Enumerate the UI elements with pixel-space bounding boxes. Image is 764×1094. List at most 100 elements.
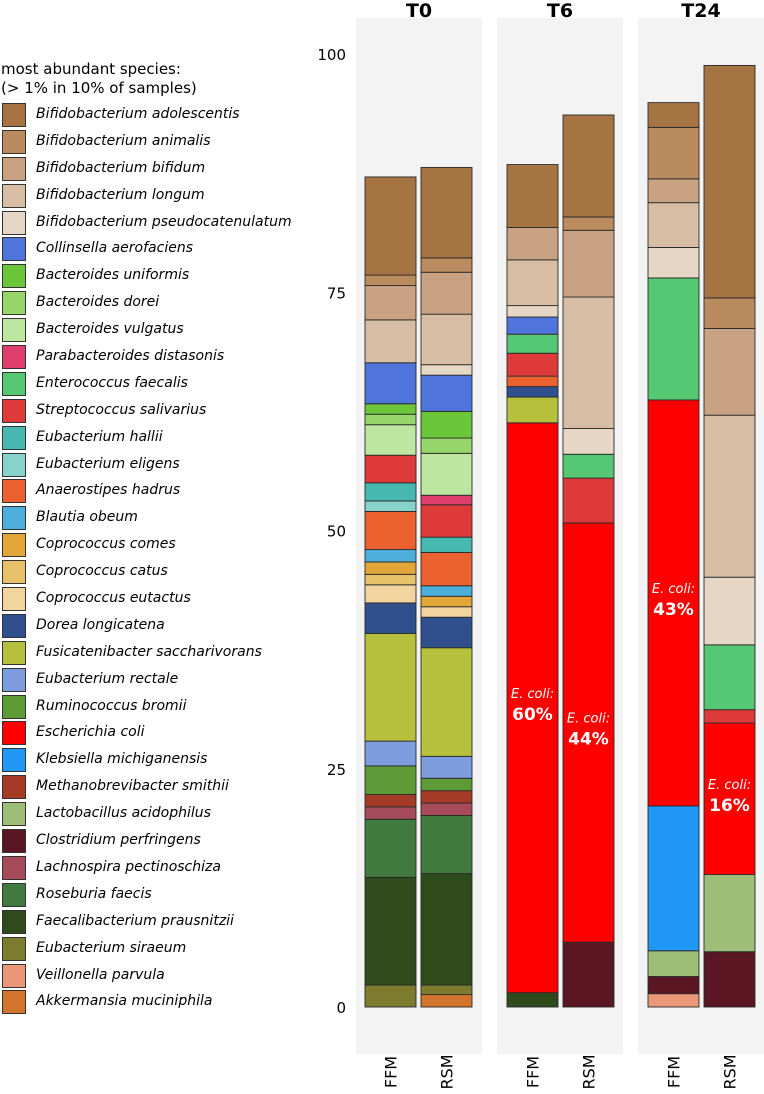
bar-segment-t24-rsm-clostridium-perfringens: [703, 951, 756, 1008]
bar-segment-t0-ffm-methanobrevibacter-smithii: [364, 794, 417, 808]
legend-item: Bacteroides dorei: [0, 289, 197, 316]
legend-items: Bifidobacterium adolescentis Bifidobacter…: [0, 101, 292, 1015]
bar-segment-t0-ffm-collinsella-aerofaciens: [364, 362, 417, 405]
bar-segment-t0-ffm-coprococcus-catus: [364, 573, 417, 586]
legend-label: Enterococcus faecalis: [36, 374, 188, 391]
legend-label: Clostridium perfringens: [36, 832, 201, 849]
y-tick-label: 50: [327, 523, 346, 541]
bar-segment-t6-ffm-bifidobacterium-adolescentis: [506, 164, 559, 228]
legend-label: Bacteroides vulgatus: [36, 321, 184, 338]
legend-swatch: [2, 855, 26, 880]
bar-segment-t0-rsm-collinsella-aerofaciens: [420, 374, 473, 412]
legend-swatch: [2, 613, 26, 638]
bar-segment-t0-ffm-eubacterium-eligens: [364, 500, 417, 512]
bar-segment-t0-rsm-faecalibacterium-prausnitzii: [420, 873, 473, 986]
bar-segment-t0-ffm-coprococcus-comes: [364, 561, 417, 575]
legend-label: Anaerostipes hadrus: [36, 482, 181, 499]
legend-item: Bifidobacterium bifidum: [0, 155, 205, 182]
bar-segment-t24-ffm-klebsiella-michiganensis: [647, 805, 700, 952]
bar-segment-t0-rsm-bifidobacterium-pseudocatenulatum: [420, 364, 473, 376]
legend-item: Enterococcus faecalis: [0, 370, 197, 397]
facet-label-T6: T6: [547, 0, 573, 22]
legend-swatch: [2, 129, 26, 154]
bar-segment-t6-rsm-bifidobacterium-bifidum: [562, 229, 615, 298]
bar-segment-t6-rsm-bifidobacterium-pseudocatenulatum: [562, 428, 615, 455]
legend-label: Bifidobacterium animalis: [36, 132, 211, 149]
bar-segment-t0-ffm-bifidobacterium-bifidum: [364, 285, 417, 321]
legend-item: Parabacteroides distasonis: [0, 343, 224, 370]
legend-label: Eubacterium hallii: [36, 428, 163, 445]
legend-swatch: [2, 829, 26, 854]
bar-segment-t0-ffm-streptococcus-salivarius: [364, 454, 417, 484]
bar-segment-t24-ffm-bifidobacterium-animalis: [647, 126, 700, 180]
legend-swatch: [2, 882, 26, 907]
legend-item: Dorea longicatena: [0, 612, 197, 639]
legend-swatch: [2, 587, 26, 612]
legend-swatch: [2, 694, 26, 719]
bar-segment-t0-ffm-bacteroides-dorei: [364, 413, 417, 426]
legend-title-line1: most abundant species:: [1, 60, 181, 78]
bar-segment-t24-rsm-escherichia-coli: [703, 722, 756, 875]
bar-segment-t6-ffm-anaerostipes-hadrus: [506, 375, 559, 388]
legend-label: Lachnospira pectinoschiza: [36, 858, 221, 875]
legend-swatch: [2, 533, 26, 558]
legend-swatch: [2, 210, 26, 235]
bar-segment-t0-rsm-streptococcus-salivarius: [420, 504, 473, 538]
bar-segment-t24-rsm-bifidobacterium-animalis: [703, 297, 756, 329]
legend-swatch: [2, 156, 26, 181]
legend-item: Anaerostipes hadrus: [0, 477, 197, 504]
bar-segment-t0-rsm-bacteroides-dorei: [420, 437, 473, 454]
annotation-value: 44%: [568, 730, 609, 750]
bar-segment-t0-ffm-ruminococcus-bromii: [364, 765, 417, 795]
legend-item: Lactobacillus acidophilus: [0, 800, 211, 827]
bar-segment-t6-ffm-fusicatenibacter-saccharivorans: [506, 396, 559, 424]
bar-segment-t6-ffm-streptococcus-salivarius: [506, 352, 559, 377]
bar-segment-t24-ffm-bifidobacterium-longum: [647, 202, 700, 248]
bar-segment-t0-ffm-anaerostipes-hadrus: [364, 510, 417, 551]
legend-label: Coprococcus catus: [36, 563, 168, 580]
bar-segment-t0-ffm-eubacterium-rectale: [364, 740, 417, 767]
legend-label: Roseburia faecis: [36, 885, 152, 902]
bar-segment-t0-ffm-bifidobacterium-animalis: [364, 274, 417, 287]
bar-segment-t0-rsm-eubacterium-rectale: [420, 755, 473, 779]
bar-segment-t0-rsm-anaerostipes-hadrus: [420, 551, 473, 587]
bar-segment-t0-rsm-eubacterium-siraeum: [420, 984, 473, 996]
legend-label: Escherichia coli: [36, 724, 145, 741]
legend-item: Bifidobacterium adolescentis: [0, 101, 240, 128]
bar-segment-t24-ffm-bifidobacterium-bifidum: [647, 178, 700, 204]
bar-segment-t6-rsm-bifidobacterium-longum: [562, 296, 615, 429]
legend-item: Faecalibacterium prausnitzii: [0, 908, 234, 935]
legend-label: Klebsiella michiganensis: [36, 751, 208, 768]
legend-swatch: [2, 371, 26, 396]
bar-segment-t0-ffm-bifidobacterium-adolescentis: [364, 176, 417, 276]
x-tick-label-T6-RSM: RSM: [580, 1054, 599, 1089]
legend-label: Methanobrevibacter smithii: [36, 778, 229, 795]
y-tick-label: 100: [317, 46, 346, 64]
annotation-value: 60%: [512, 705, 553, 725]
bar-segment-t6-rsm-bifidobacterium-adolescentis: [562, 114, 615, 218]
legend-label: Bacteroides uniformis: [36, 267, 190, 284]
bar-segment-t0-ffm-lachnospira-pectinoschiza: [364, 806, 417, 820]
bar-segment-t0-rsm-bifidobacterium-adolescentis: [420, 166, 473, 259]
legend-item: Bacteroides uniformis: [0, 262, 197, 289]
bar-segment-t0-rsm-coprococcus-eutactus: [420, 606, 473, 618]
bar-segment-t24-rsm-enterococcus-faecalis: [703, 644, 756, 711]
bar-segment-t24-rsm-bifidobacterium-bifidum: [703, 328, 756, 416]
bar-segment-t0-rsm-bacteroides-uniformis: [420, 410, 473, 439]
legend-swatch: [2, 667, 26, 692]
legend-swatch: [2, 345, 26, 370]
legend-item: Eubacterium eligens: [0, 451, 197, 478]
bar-segment-t24-rsm-lactobacillus-acidophilus: [703, 874, 756, 953]
legend-item: Escherichia coli: [0, 719, 197, 746]
bar-segment-t24-ffm-veillonella-parvula: [647, 993, 700, 1008]
bar-segment-t6-ffm-bifidobacterium-bifidum: [506, 226, 559, 261]
legend-label: Bifidobacterium longum: [36, 186, 205, 203]
bar-segment-t0-ffm-bacteroides-uniformis: [364, 403, 417, 415]
legend-item: Roseburia faecis: [0, 881, 197, 908]
legend-label: Collinsella aerofaciens: [36, 240, 193, 257]
bar-segment-t0-ffm-fusicatenibacter-saccharivorans: [364, 632, 417, 742]
legend-title-line2: (> 1% in 10% of samples): [1, 79, 197, 97]
bar-segment-t24-rsm-bifidobacterium-longum: [703, 414, 756, 578]
bar-segment-t24-rsm-bifidobacterium-adolescentis: [703, 64, 756, 299]
